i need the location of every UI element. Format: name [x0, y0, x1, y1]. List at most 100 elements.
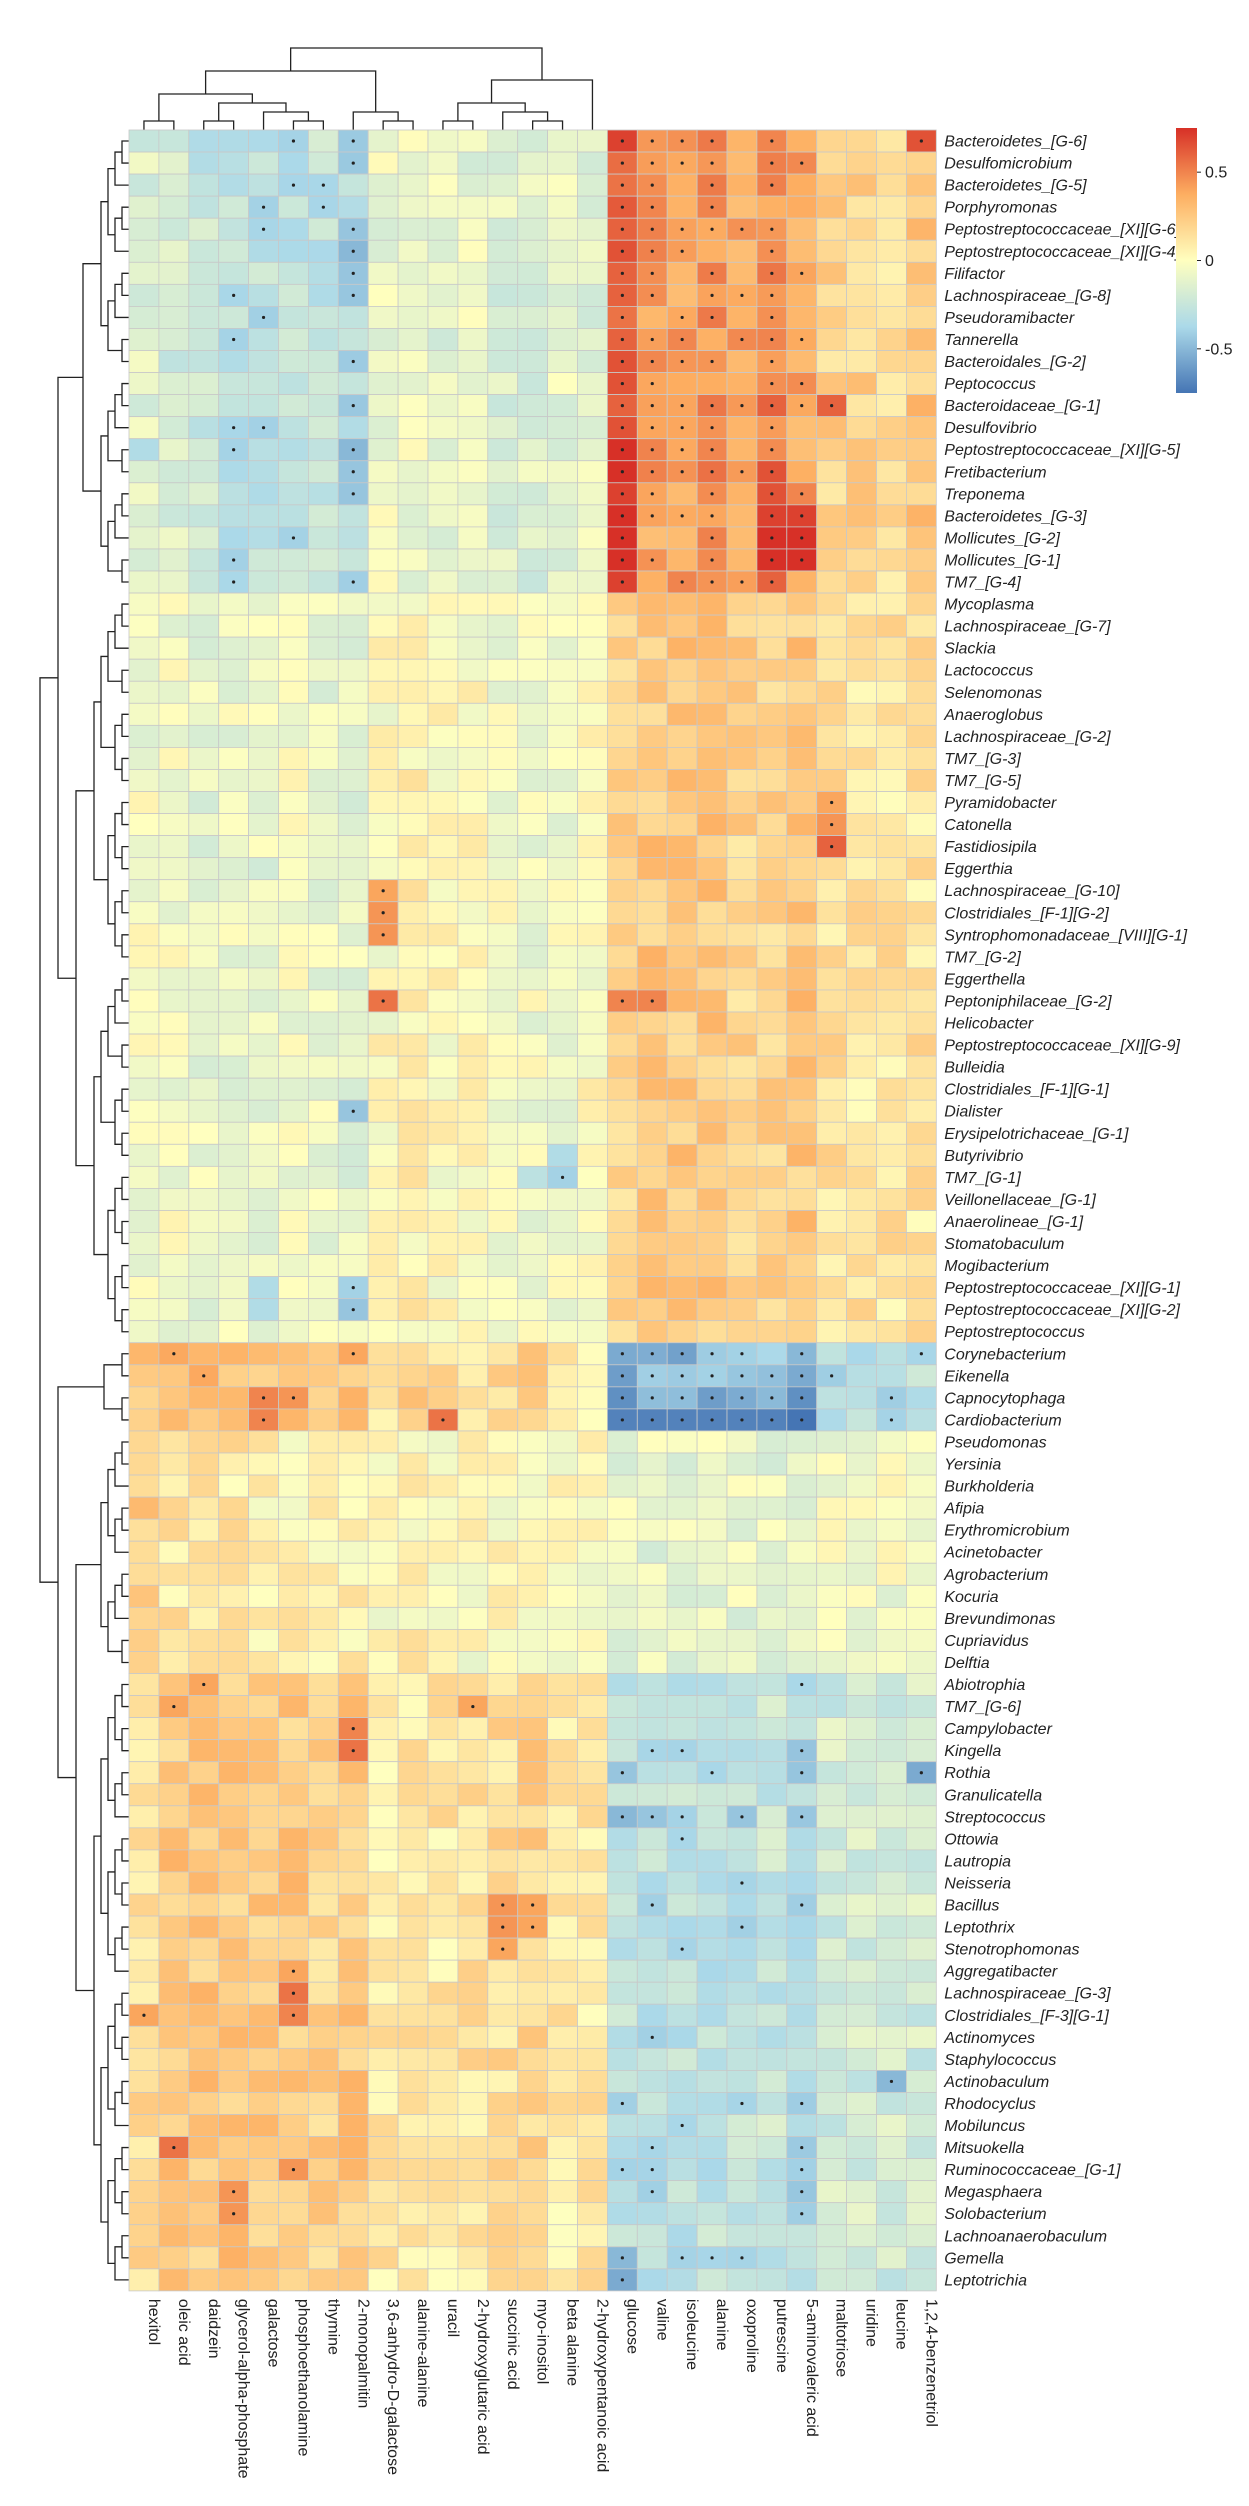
- heatmap-cell: [337, 1540, 369, 1564]
- heatmap-cell: [307, 1540, 339, 1564]
- heatmap-cell: [128, 2268, 160, 2292]
- heatmap-cell: [607, 1606, 638, 1630]
- heatmap-cell: [846, 261, 877, 285]
- significance-markers: [142, 139, 923, 2282]
- heatmap-cell: [248, 239, 279, 263]
- heatmap-cell: [577, 1540, 608, 1564]
- heatmap-cell: [547, 1298, 578, 1322]
- heatmap-cell: [487, 1651, 519, 1674]
- heatmap-cell: [337, 1629, 369, 1652]
- heatmap-cell: [846, 1540, 877, 1564]
- heatmap-cell: [577, 769, 608, 792]
- heatmap-cell: [726, 1188, 758, 1211]
- significance-dot: [770, 558, 774, 562]
- heatmap-cell: [158, 1827, 190, 1851]
- heatmap-cell: [577, 1121, 608, 1145]
- heatmap-cell: [188, 1276, 220, 1300]
- row-dendrogram-branch: [121, 1176, 129, 1201]
- heatmap-cell: [726, 350, 758, 373]
- heatmap-cell: [337, 1077, 369, 1101]
- heatmap-cell: [547, 350, 578, 373]
- heatmap-cell: [248, 2114, 279, 2137]
- significance-dot: [650, 139, 654, 143]
- heatmap-cell: [756, 1276, 788, 1300]
- heatmap-cell: [607, 879, 638, 903]
- heatmap-cell: [427, 394, 459, 418]
- heatmap-cell: [307, 394, 339, 418]
- column-label: 2-monopalmitin: [354, 2299, 371, 2408]
- heatmap-cell: [846, 217, 877, 241]
- heatmap-cell: [487, 1099, 519, 1123]
- heatmap-cell: [487, 835, 519, 859]
- heatmap-cell: [636, 1320, 668, 1344]
- heatmap-cell: [517, 1430, 549, 1454]
- significance-dot: [650, 2145, 654, 2150]
- heatmap-cell: [248, 1629, 279, 1652]
- heatmap-cell: [577, 416, 608, 440]
- heatmap-cell: [367, 1518, 399, 1542]
- heatmap-cell: [278, 416, 309, 440]
- heatmap-cell: [337, 1496, 369, 1520]
- heatmap-cell: [547, 283, 578, 307]
- heatmap-cell: [636, 1717, 668, 1741]
- heatmap-cell: [517, 2003, 549, 2027]
- heatmap-cell: [906, 504, 937, 528]
- heatmap-cell: [547, 945, 578, 969]
- heatmap-cell: [218, 1651, 249, 1674]
- heatmap-cell: [816, 173, 848, 197]
- heatmap-cell: [158, 1871, 190, 1895]
- heatmap-cell: [636, 1011, 668, 1035]
- heatmap-cell: [756, 1629, 788, 1652]
- heatmap-cell: [397, 1783, 429, 1807]
- heatmap-cell: [337, 526, 369, 550]
- heatmap-cell: [876, 901, 907, 925]
- heatmap-cell: [756, 2158, 788, 2182]
- heatmap-cell: [876, 2268, 907, 2292]
- heatmap-cell: [666, 1562, 698, 1586]
- heatmap-cell: [367, 835, 399, 859]
- heatmap-cell: [307, 835, 339, 859]
- heatmap-cell: [128, 416, 160, 440]
- heatmap-cell: [188, 1011, 220, 1035]
- significance-dot: [620, 1418, 624, 1422]
- heatmap-cell: [337, 901, 369, 925]
- heatmap-cell: [397, 1606, 429, 1630]
- heatmap-cell: [726, 239, 758, 263]
- heatmap-cell: [816, 1099, 848, 1123]
- row-dendrogram-branch: [121, 934, 129, 958]
- significance-dot: [710, 205, 714, 209]
- heatmap-cell: [846, 1871, 877, 1895]
- heatmap-cell: [517, 328, 549, 351]
- heatmap-cell: [248, 879, 279, 903]
- heatmap-cell: [487, 2158, 519, 2182]
- heatmap-cell: [128, 747, 160, 770]
- heatmap-cell: [457, 1518, 489, 1542]
- heatmap-cell: [816, 923, 848, 947]
- heatmap-cell: [547, 680, 578, 704]
- heatmap-cell: [337, 416, 369, 440]
- heatmap-cell: [128, 614, 160, 638]
- heatmap-cell: [457, 2180, 489, 2204]
- significance-dot: [650, 2168, 654, 2172]
- significance-dot: [710, 514, 714, 518]
- heatmap-cell: [487, 1827, 519, 1851]
- heatmap-cell: [786, 1232, 818, 1255]
- heatmap-cell: [128, 1386, 160, 1410]
- heatmap-cell: [218, 1981, 249, 2005]
- heatmap-cell: [128, 1629, 160, 1652]
- heatmap-cell: [188, 747, 220, 770]
- heatmap-cell: [337, 1651, 369, 1674]
- heatmap-cell: [696, 2180, 728, 2204]
- heatmap-cell: [547, 1011, 578, 1035]
- heatmap-cell: [696, 614, 728, 638]
- heatmap-cell: [816, 614, 848, 638]
- heatmap-cell: [547, 2003, 578, 2027]
- heatmap-cell: [547, 2069, 578, 2093]
- heatmap-cell: [487, 2114, 519, 2137]
- heatmap-cell: [487, 416, 519, 440]
- heatmap-cell: [427, 769, 459, 792]
- significance-dot: [800, 2212, 804, 2216]
- heatmap-cell: [906, 2047, 937, 2071]
- significance-dot: [710, 139, 714, 143]
